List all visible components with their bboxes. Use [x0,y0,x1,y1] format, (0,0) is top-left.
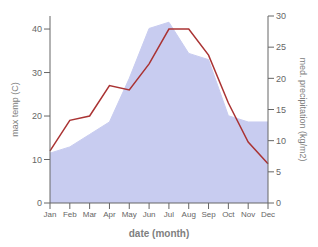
svg-text:20: 20 [276,74,286,84]
svg-text:Aug: Aug [182,210,196,219]
svg-text:max temp (C): max temp (C) [10,82,20,137]
svg-text:0: 0 [276,198,281,208]
svg-text:Jan: Jan [44,210,57,219]
svg-text:med. precipitation (kg/m2): med. precipitation (kg/m2) [298,57,308,161]
svg-text:20: 20 [32,111,42,121]
svg-text:40: 40 [32,24,42,34]
svg-text:5: 5 [276,167,281,177]
svg-text:Oct: Oct [222,210,235,219]
svg-text:Apr: Apr [103,210,116,219]
svg-text:10: 10 [32,155,42,165]
svg-text:Dec: Dec [261,210,275,219]
svg-text:Sep: Sep [201,210,216,219]
svg-text:30: 30 [276,11,286,21]
svg-text:Mar: Mar [83,210,97,219]
svg-text:Jul: Jul [164,210,174,219]
svg-text:30: 30 [32,68,42,78]
svg-text:0: 0 [37,198,42,208]
svg-text:Feb: Feb [63,210,77,219]
svg-text:May: May [122,210,137,219]
svg-text:Jun: Jun [143,210,156,219]
svg-text:15: 15 [276,105,286,115]
svg-text:date (month): date (month) [129,228,190,239]
svg-text:10: 10 [276,136,286,146]
svg-text:Nov: Nov [241,210,255,219]
svg-text:25: 25 [276,42,286,52]
